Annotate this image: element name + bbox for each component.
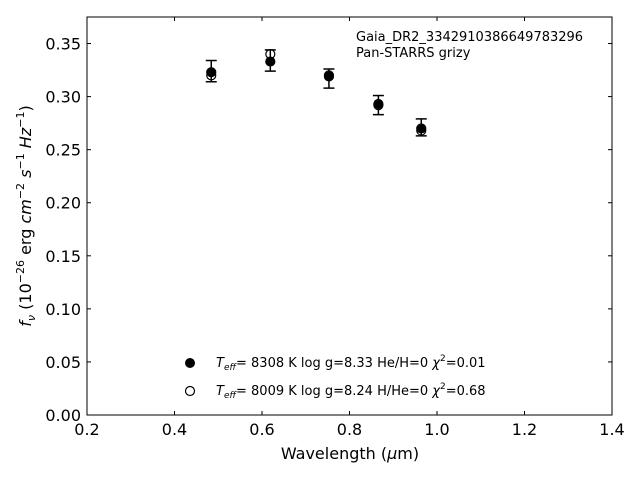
x-tick-label: 0.8 <box>337 420 362 439</box>
x-tick-label: 1.0 <box>424 420 449 439</box>
x-axis-label: Wavelength (μm) <box>281 444 419 463</box>
filled-circle-point <box>206 67 217 78</box>
x-tick-label: 1.4 <box>599 420 624 439</box>
data-points <box>206 49 427 136</box>
open-circle-point <box>373 99 384 111</box>
y-tick-label: 0.00 <box>45 406 81 425</box>
y-tick-label: 0.15 <box>45 247 81 266</box>
legend-entry-2: Teff= 8009 K log g=8.24 H/He=0 χ2=0.68 <box>216 382 486 401</box>
filled-circle-point <box>265 56 276 67</box>
x-tick-label: 1.2 <box>512 420 537 439</box>
x-tick-label: 0.2 <box>74 420 99 439</box>
legend-marker-open <box>184 385 196 397</box>
open-circle-point <box>416 125 427 136</box>
y-tick-label: 0.35 <box>45 35 81 54</box>
y-tick-label: 0.30 <box>45 88 81 107</box>
y-ticks: 0.00 0.05 0.10 0.15 0.20 0.25 0.30 0.35 <box>45 35 612 425</box>
y-tick-label: 0.25 <box>45 141 81 160</box>
annotation-survey: Pan-STARRS grizy <box>356 46 471 61</box>
y-axis-label: fν (10−26 erg cm−2 s−1 Hz−1) <box>14 105 38 326</box>
open-circle-point <box>206 70 217 81</box>
open-circle-point <box>265 49 276 60</box>
legend: Teff= 8308 K log g=8.33 He/H=0 χ2=0.01 T… <box>184 354 486 401</box>
x-tick-label: 0.4 <box>162 420 187 439</box>
legend-marker-filled <box>185 358 195 368</box>
open-circle-point <box>323 70 335 81</box>
x-ticks: 0.2 0.4 0.6 0.8 1.0 1.2 1.4 <box>74 17 625 439</box>
error-bars <box>205 49 427 137</box>
x-tick-label: 0.6 <box>249 420 274 439</box>
y-tick-label: 0.20 <box>45 194 81 213</box>
filled-circle-point <box>416 123 427 134</box>
y-tick-label: 0.05 <box>45 353 81 372</box>
legend-entry-1: Teff= 8308 K log g=8.33 He/H=0 χ2=0.01 <box>216 354 486 373</box>
y-tick-label: 0.10 <box>45 300 81 319</box>
annotation-star-id: Gaia_DR2_3342910386649783296 <box>356 30 583 45</box>
